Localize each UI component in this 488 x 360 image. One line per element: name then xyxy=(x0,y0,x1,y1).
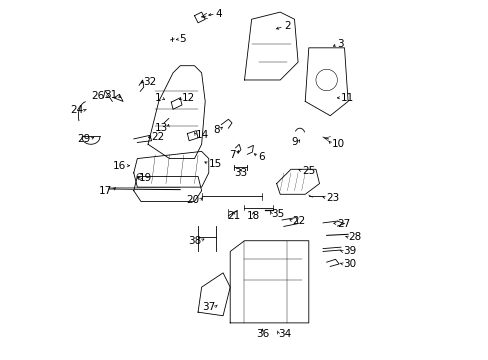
Text: 1: 1 xyxy=(155,93,162,103)
Text: 19: 19 xyxy=(139,173,152,183)
Text: 9: 9 xyxy=(291,138,298,148)
Text: 26: 26 xyxy=(91,91,104,101)
Text: 11: 11 xyxy=(340,93,353,103)
Text: 17: 17 xyxy=(99,186,112,196)
Text: 2: 2 xyxy=(283,21,290,31)
Text: 8: 8 xyxy=(212,125,219,135)
Text: 14: 14 xyxy=(196,130,209,140)
Text: 4: 4 xyxy=(216,9,222,19)
Text: 21: 21 xyxy=(227,211,240,221)
Text: 31: 31 xyxy=(103,90,117,100)
Text: 10: 10 xyxy=(331,139,345,149)
Text: 39: 39 xyxy=(342,247,355,256)
Text: 16: 16 xyxy=(112,161,125,171)
Text: 22: 22 xyxy=(151,132,164,142)
Text: 37: 37 xyxy=(202,302,215,312)
Text: 34: 34 xyxy=(278,329,291,339)
Text: 22: 22 xyxy=(292,216,305,226)
Text: 23: 23 xyxy=(326,193,339,203)
Text: 3: 3 xyxy=(337,39,343,49)
Text: 25: 25 xyxy=(302,166,315,176)
Text: 18: 18 xyxy=(246,211,260,221)
Text: 6: 6 xyxy=(258,152,264,162)
Text: 36: 36 xyxy=(255,329,268,339)
Text: 38: 38 xyxy=(187,236,201,246)
Text: 32: 32 xyxy=(142,77,156,87)
Text: 5: 5 xyxy=(179,34,186,44)
Text: 28: 28 xyxy=(347,232,361,242)
Text: 29: 29 xyxy=(77,134,90,144)
Text: 33: 33 xyxy=(234,168,247,178)
Text: 27: 27 xyxy=(337,219,350,229)
Text: 12: 12 xyxy=(182,93,195,103)
Text: 13: 13 xyxy=(154,123,167,133)
Text: 30: 30 xyxy=(342,259,355,269)
Text: 35: 35 xyxy=(271,209,284,219)
Text: 20: 20 xyxy=(186,195,200,204)
Text: 15: 15 xyxy=(208,159,222,169)
Text: 7: 7 xyxy=(228,150,235,160)
Text: 24: 24 xyxy=(70,105,83,115)
